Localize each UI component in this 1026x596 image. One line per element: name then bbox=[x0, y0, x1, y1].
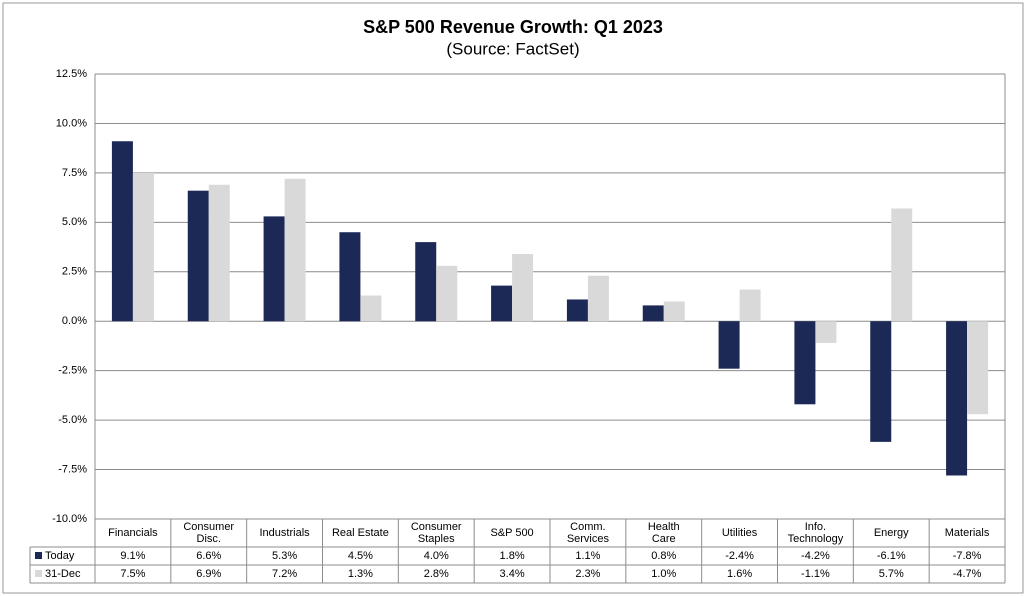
data-label: -1.1% bbox=[801, 568, 830, 580]
data-label: 7.2% bbox=[272, 568, 298, 580]
data-label: -6.1% bbox=[876, 550, 906, 562]
legend-label: Today bbox=[45, 550, 75, 562]
data-label: 6.9% bbox=[196, 568, 222, 580]
chart-subtitle: (Source: FactSet) bbox=[446, 39, 579, 58]
category-label: Financials bbox=[108, 527, 158, 539]
bar bbox=[111, 141, 133, 322]
data-label: 1.1% bbox=[575, 550, 601, 562]
data-label: 1.6% bbox=[727, 568, 753, 580]
category-label: Industrials bbox=[259, 527, 310, 539]
bar bbox=[718, 321, 740, 369]
category-label: S&P 500 bbox=[490, 527, 534, 539]
bar bbox=[739, 289, 761, 322]
y-tick-label: 5.0% bbox=[62, 216, 87, 228]
bar bbox=[491, 285, 513, 322]
bar bbox=[967, 321, 989, 415]
data-label: -7.8% bbox=[952, 550, 982, 562]
bar bbox=[339, 232, 361, 322]
data-label: 0.8% bbox=[651, 550, 677, 562]
bar bbox=[663, 301, 685, 322]
y-tick-label: 0.0% bbox=[62, 315, 87, 327]
bar bbox=[132, 172, 154, 322]
y-tick-label: -5.0% bbox=[58, 414, 87, 426]
category-label: Consumer Disc. bbox=[183, 521, 235, 545]
data-label: -4.7% bbox=[952, 568, 982, 580]
category-label: Health Care bbox=[647, 521, 680, 545]
legend-swatch bbox=[35, 552, 42, 559]
data-label: 5.3% bbox=[272, 550, 298, 562]
category-label: Utilities bbox=[721, 527, 758, 539]
category-label: Real Estate bbox=[331, 527, 389, 539]
data-label: 3.4% bbox=[499, 568, 525, 580]
data-label: 2.3% bbox=[575, 568, 601, 580]
data-label: 6.6% bbox=[196, 550, 222, 562]
data-label: -4.2% bbox=[801, 550, 830, 562]
y-tick-label: 7.5% bbox=[62, 167, 87, 179]
bar bbox=[815, 321, 837, 343]
data-label: 2.8% bbox=[423, 568, 449, 580]
data-label: 9.1% bbox=[120, 550, 146, 562]
bar bbox=[587, 275, 609, 322]
bar bbox=[891, 208, 913, 322]
category-label: Consumer Staples bbox=[410, 521, 462, 545]
bar bbox=[284, 178, 306, 322]
legend-label: 31-Dec bbox=[45, 568, 81, 580]
category-label: Energy bbox=[873, 527, 909, 539]
y-tick-label: 12.5% bbox=[56, 68, 87, 80]
y-tick-label: -7.5% bbox=[58, 463, 87, 475]
data-label: 1.3% bbox=[347, 568, 373, 580]
legend-swatch bbox=[35, 570, 42, 577]
y-tick-label: -2.5% bbox=[58, 365, 87, 377]
chart-title: S&P 500 Revenue Growth: Q1 2023 bbox=[363, 17, 663, 37]
category-label: Materials bbox=[944, 527, 990, 539]
bar bbox=[794, 321, 816, 405]
data-label: 4.0% bbox=[423, 550, 449, 562]
y-tick-label: -10.0% bbox=[52, 513, 87, 525]
y-tick-label: 10.0% bbox=[56, 117, 87, 129]
data-label: 1.0% bbox=[651, 568, 677, 580]
bar bbox=[946, 321, 968, 476]
bar bbox=[360, 295, 382, 322]
bar bbox=[415, 242, 437, 322]
data-label: -2.4% bbox=[725, 550, 754, 562]
data-label: 1.8% bbox=[499, 550, 525, 562]
bar bbox=[566, 299, 588, 322]
data-label: 4.5% bbox=[347, 550, 373, 562]
data-label: 7.5% bbox=[120, 568, 146, 580]
bar bbox=[436, 265, 458, 322]
y-tick-label: 2.5% bbox=[62, 266, 87, 278]
bar bbox=[208, 184, 230, 322]
category-label: Info. Technology bbox=[787, 521, 844, 545]
bar bbox=[870, 321, 892, 442]
bar bbox=[263, 216, 285, 322]
bar bbox=[642, 305, 664, 322]
data-label: 5.7% bbox=[878, 568, 904, 580]
category-label: Comm. Services bbox=[566, 521, 609, 545]
bar bbox=[187, 190, 209, 322]
bar bbox=[512, 253, 534, 322]
